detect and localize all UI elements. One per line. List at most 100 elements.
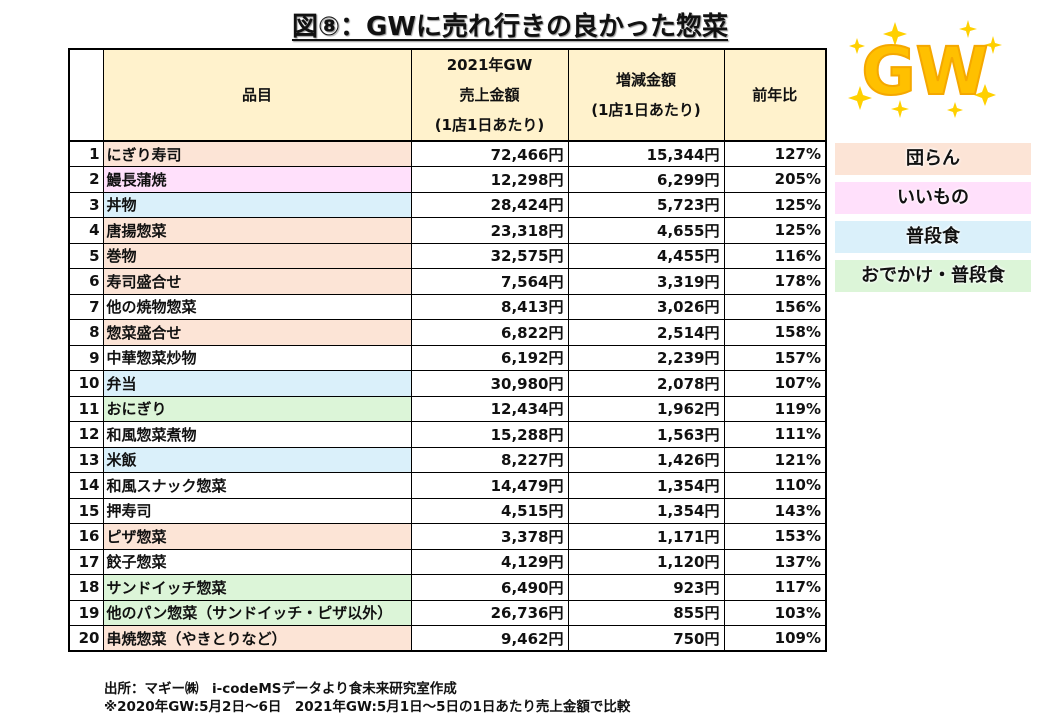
change-cell: 1,120円 (567, 548, 725, 575)
rank-cell: 16 (68, 523, 104, 550)
change-cell: 2,514円 (567, 319, 725, 346)
table-row: 16 ピザ惣菜 3,378円 1,171円 153% (68, 523, 827, 550)
ratio-cell: 110% (723, 472, 827, 499)
ratio-cell: 119% (723, 395, 827, 422)
page-title: 図⑧：GWに売れ行きの良かった惣菜 (0, 6, 1020, 43)
rank-cell: 4 (68, 217, 104, 244)
ratio-cell: 153% (723, 523, 827, 550)
change-cell: 2,078円 (567, 370, 725, 397)
header-ratio: 前年比 (723, 48, 827, 142)
ratio-cell: 143% (723, 497, 827, 524)
header-sales-line1: 2021年GW (446, 56, 533, 74)
footer-note: ※2020年GW:5月2日～6日 2021年GW:5月1日～5日の1日あたり売上… (104, 699, 631, 715)
change-cell: 1,962円 (567, 395, 725, 422)
sales-cell: 7,564円 (410, 268, 569, 295)
item-cell: 他のパン惣菜（サンドイッチ・ピザ以外） (102, 599, 412, 626)
rank-cell: 15 (68, 497, 104, 524)
table-row: 2 鰻長蒲焼 12,298円 6,299円 205% (68, 166, 827, 193)
table-row: 17 餃子惣菜 4,129円 1,120円 137% (68, 548, 827, 575)
item-cell: 鰻長蒲焼 (102, 166, 412, 193)
item-cell: 米飯 (102, 446, 412, 473)
change-cell: 855円 (567, 599, 725, 626)
sales-cell: 4,515円 (410, 497, 569, 524)
rank-cell: 13 (68, 446, 104, 473)
ratio-cell: 111% (723, 421, 827, 448)
rank-cell: 14 (68, 472, 104, 499)
legend-fudan: 普段食 (835, 221, 1031, 253)
rank-cell: 19 (68, 599, 104, 626)
rank-cell: 2 (68, 166, 104, 193)
header-item: 品目 (102, 48, 412, 142)
item-cell: おにぎり (102, 395, 412, 422)
item-cell: 丼物 (102, 191, 412, 218)
page-title-text: 図⑧：GWに売れ行きの良かった惣菜 (291, 12, 729, 42)
header-change-line1: 増減金額 (615, 71, 676, 89)
gw-logo: GW (848, 20, 1002, 118)
item-cell: 和風スナック惣菜 (102, 472, 412, 499)
sales-cell: 6,822円 (410, 319, 569, 346)
sparkle-icons (848, 20, 1002, 118)
header-sales-line3: (1店1日あたり) (434, 116, 545, 134)
change-cell: 1,354円 (567, 472, 725, 499)
sales-cell: 23,318円 (410, 217, 569, 244)
sales-cell: 6,490円 (410, 574, 569, 601)
ratio-cell: 127% (723, 140, 827, 167)
rank-cell: 12 (68, 421, 104, 448)
rank-cell: 3 (68, 191, 104, 218)
ratio-cell: 125% (723, 191, 827, 218)
header-change-line2: (1店1日あたり) (591, 101, 701, 119)
item-cell: サンドイッチ惣菜 (102, 574, 412, 601)
sales-cell: 3,378円 (410, 523, 569, 550)
legend-danran: 団らん (835, 143, 1031, 175)
table-row: 10 弁当 30,980円 2,078円 107% (68, 370, 827, 397)
ratio-cell: 125% (723, 217, 827, 244)
sales-cell: 12,434円 (410, 395, 569, 422)
table-row: 3 丼物 28,424円 5,723円 125% (68, 191, 827, 218)
table-row: 20 串焼惣菜（やきとりなど） 9,462円 750円 109% (68, 625, 827, 652)
sales-cell: 9,462円 (410, 625, 569, 652)
table-row: 4 唐揚惣菜 23,318円 4,655円 125% (68, 217, 827, 244)
item-cell: 弁当 (102, 370, 412, 397)
rank-cell: 20 (68, 625, 104, 652)
change-cell: 2,239円 (567, 344, 725, 371)
table-row: 14 和風スナック惣菜 14,479円 1,354円 110% (68, 472, 827, 499)
table-row: 5 巻物 32,575円 4,455円 116% (68, 242, 827, 269)
rank-cell: 9 (68, 344, 104, 371)
sales-cell: 6,192円 (410, 344, 569, 371)
sales-cell: 12,298円 (410, 166, 569, 193)
ratio-cell: 107% (723, 370, 827, 397)
table-row: 6 寿司盛合せ 7,564円 3,319円 178% (68, 268, 827, 295)
table-row: 15 押寿司 4,515円 1,354円 143% (68, 497, 827, 524)
rank-cell: 1 (68, 140, 104, 167)
footer: 出所：マギー㈱ i-codeMSデータより食未来研究室作成 ※2020年GW:5… (104, 680, 630, 716)
change-cell: 6,299円 (567, 166, 725, 193)
rank-cell: 5 (68, 242, 104, 269)
rank-cell: 18 (68, 574, 104, 601)
change-cell: 1,354円 (567, 497, 725, 524)
item-cell: 唐揚惣菜 (102, 217, 412, 244)
sales-cell: 14,479円 (410, 472, 569, 499)
header-rank (68, 48, 104, 142)
rank-cell: 10 (68, 370, 104, 397)
sales-cell: 8,413円 (410, 293, 569, 320)
change-cell: 750円 (567, 625, 725, 652)
ratio-cell: 158% (723, 319, 827, 346)
sales-cell: 72,466円 (410, 140, 569, 167)
legend-iimono: いいもの (835, 182, 1031, 214)
ratio-cell: 157% (723, 344, 827, 371)
item-cell: ピザ惣菜 (102, 523, 412, 550)
item-cell: にぎり寿司 (102, 140, 412, 167)
header-sales-line2: 売上金額 (459, 86, 520, 104)
item-cell: 和風惣菜煮物 (102, 421, 412, 448)
change-cell: 3,319円 (567, 268, 725, 295)
table-row: 7 他の焼物惣菜 8,413円 3,026円 156% (68, 293, 827, 320)
change-cell: 5,723円 (567, 191, 725, 218)
table-row: 13 米飯 8,227円 1,426円 121% (68, 446, 827, 473)
table-header-row: 品目 2021年GW 売上金額 (1店1日あたり) 増減金額 (1店1日あたり)… (68, 48, 827, 142)
ratio-cell: 103% (723, 599, 827, 626)
change-cell: 923円 (567, 574, 725, 601)
table-row: 9 中華惣菜炒物 6,192円 2,239円 157% (68, 344, 827, 371)
sales-cell: 15,288円 (410, 421, 569, 448)
ratio-cell: 121% (723, 446, 827, 473)
table-row: 8 惣菜盛合せ 6,822円 2,514円 158% (68, 319, 827, 346)
